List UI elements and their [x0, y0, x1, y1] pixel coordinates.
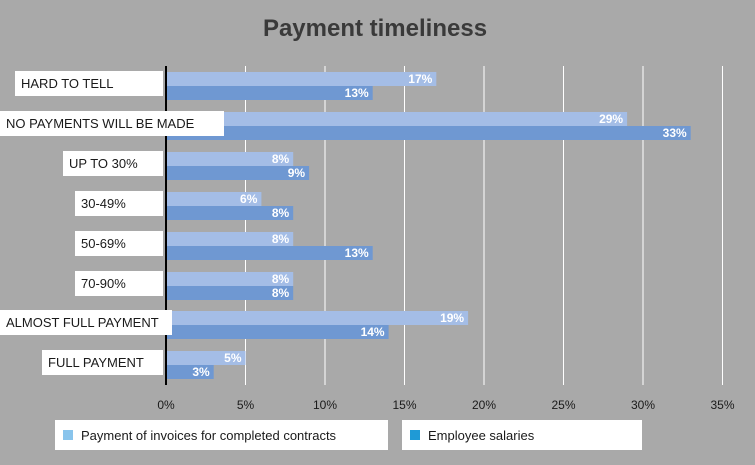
category-label: FULL PAYMENT [42, 350, 163, 375]
legend-swatch-invoices [63, 430, 73, 440]
data-label: 14% [361, 325, 385, 339]
data-label: 8% [272, 152, 290, 166]
category-label: 30-49% [75, 191, 163, 216]
bar [166, 192, 262, 206]
bar [166, 86, 373, 100]
category-label: 70-90% [75, 271, 163, 296]
legend-item-salaries: Employee salaries [402, 420, 642, 450]
bar [166, 246, 373, 260]
x-tick-label: 30% [631, 398, 655, 412]
bar [166, 351, 246, 365]
data-label: 8% [272, 286, 290, 300]
x-tick-label: 20% [472, 398, 496, 412]
category-label: HARD TO TELL [15, 71, 163, 96]
category-label: ALMOST FULL PAYMENT [0, 310, 172, 335]
bar [166, 72, 437, 86]
legend-label-invoices: Payment of invoices for completed contra… [81, 427, 337, 443]
legend-item-invoices: Payment of invoices for completed contra… [55, 420, 388, 450]
x-tick-label: 15% [392, 398, 416, 412]
data-label: 6% [240, 192, 258, 206]
x-tick-label: 0% [157, 398, 175, 412]
data-label: 8% [272, 232, 290, 246]
data-label: 9% [288, 166, 306, 180]
bar [166, 112, 628, 126]
data-label: 17% [408, 72, 432, 86]
bar [166, 311, 469, 325]
bar [166, 286, 294, 300]
data-label: 13% [345, 246, 369, 260]
data-label: 8% [272, 206, 290, 220]
data-label: 8% [272, 272, 290, 286]
data-label: 29% [599, 112, 623, 126]
bar [166, 365, 214, 379]
data-label: 19% [440, 311, 464, 325]
data-label: 13% [345, 86, 369, 100]
data-label: 5% [224, 351, 242, 365]
x-tick-label: 25% [551, 398, 575, 412]
bars [166, 72, 691, 379]
category-label: UP TO 30% [63, 151, 163, 176]
bar [166, 325, 389, 339]
category-label: 50-69% [75, 231, 163, 256]
x-tick-label: 35% [710, 398, 734, 412]
data-label: 33% [663, 126, 687, 140]
category-label: NO PAYMENTS WILL BE MADE [0, 111, 224, 136]
data-labels: 17%13%29%33%8%9%6%8%8%13%8%8%19%14%5%3% [192, 72, 687, 379]
x-axis-ticks: 0% 5% 10% 15% 20% 25% 30% 35% [157, 398, 735, 412]
x-tick-label: 5% [237, 398, 255, 412]
data-label: 3% [192, 365, 210, 379]
chart-title: Payment timeliness [263, 15, 487, 42]
x-tick-label: 10% [313, 398, 337, 412]
bar [166, 206, 294, 220]
bar [166, 272, 294, 286]
bar [166, 232, 294, 246]
bar [166, 166, 310, 180]
bar [166, 152, 294, 166]
legend-label-salaries: Employee salaries [428, 427, 535, 443]
bar [166, 126, 691, 140]
legend-swatch-salaries [410, 430, 420, 440]
